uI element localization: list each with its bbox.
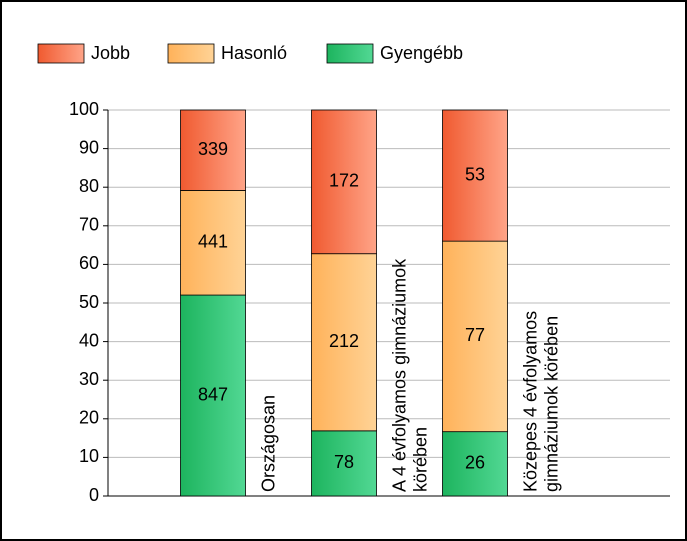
legend-label: Hasonló: [221, 43, 287, 63]
bar-segment: [311, 109, 377, 255]
x-tick-label: Országosan: [258, 395, 278, 492]
bar-segment: [180, 294, 246, 497]
y-tick-label: 100: [69, 99, 99, 119]
data-label: 26: [465, 453, 485, 473]
y-tick-label: 90: [79, 137, 99, 157]
data-label: 847: [198, 384, 228, 404]
y-tick-label: 50: [79, 292, 99, 312]
bar-segment: [442, 431, 508, 497]
y-tick-label: 0: [89, 485, 99, 505]
y-tick-label: 60: [79, 253, 99, 273]
bar-segment: [311, 253, 377, 432]
y-tick-label: 80: [79, 176, 99, 196]
y-tick-label: 70: [79, 215, 99, 235]
legend-label: Gyengébb: [380, 43, 463, 63]
data-label: 53: [465, 164, 485, 184]
y-tick-label: 40: [79, 330, 99, 350]
bar-segment: [442, 240, 508, 433]
legend-swatch: [326, 43, 374, 64]
data-label: 441: [198, 231, 228, 251]
data-label: 212: [329, 331, 359, 351]
x-tick-label: gimnáziumok körében: [541, 316, 561, 492]
bar-segment: [442, 109, 508, 242]
bar-segment: [180, 109, 246, 191]
x-tick-label: Közepes 4 évfolyamos: [520, 311, 540, 492]
y-tick-label: 10: [79, 446, 99, 466]
y-tick-label: 20: [79, 408, 99, 428]
data-label: 77: [465, 325, 485, 345]
x-tick-label: körében: [410, 427, 430, 492]
data-label: 78: [334, 452, 354, 472]
legend-swatch: [167, 43, 215, 64]
data-label: 339: [198, 139, 228, 159]
x-tick-label: A 4 évfolyamos gimnáziumok: [389, 258, 409, 492]
bar-segment: [311, 430, 377, 497]
legend-label: Jobb: [91, 43, 130, 63]
data-label: 172: [329, 171, 359, 191]
legend-swatch: [37, 43, 85, 64]
y-tick-label: 30: [79, 369, 99, 389]
